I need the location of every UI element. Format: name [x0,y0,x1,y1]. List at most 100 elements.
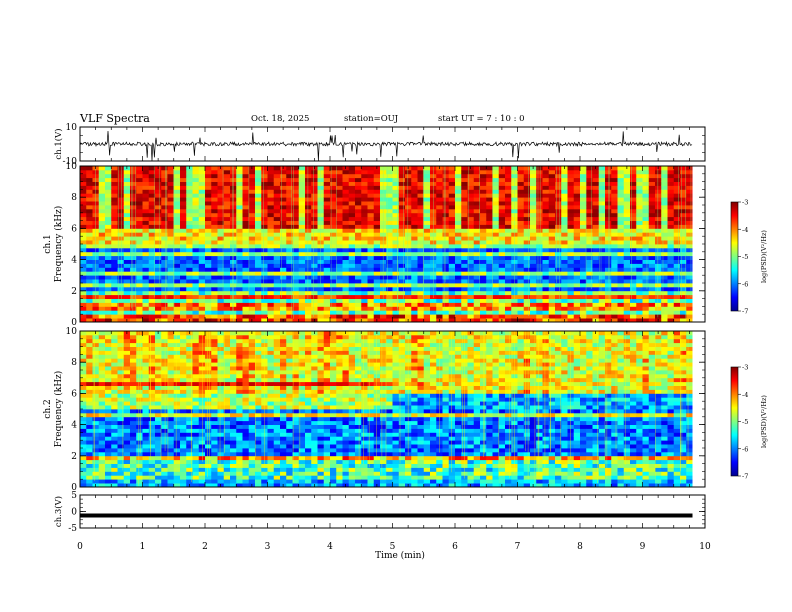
heatmap-cell [417,216,425,221]
heatmap-cell [180,181,187,186]
heatmap-cell [255,283,262,288]
heatmap-cell [523,173,531,179]
heatmap-cell [467,279,475,284]
heatmap-cell [523,169,531,175]
heatmap-cell [148,259,156,264]
heatmap-cell [392,216,400,221]
heatmap-cell [80,409,87,414]
heatmap-cell [86,228,93,233]
heatmap-cell [236,294,243,299]
heatmap-cell [455,244,462,249]
heatmap-cell [367,216,375,221]
heatmap-cell [80,302,87,307]
heatmap-cell [461,216,468,221]
heatmap-cell [136,279,143,284]
heatmap-cell [292,255,300,260]
heatmap-cell [561,177,568,182]
heatmap-cell [217,459,225,464]
heatmap-cell [305,201,312,206]
heatmap-cell [605,247,612,253]
heatmap-cell [155,247,162,253]
heatmap-cell [361,255,368,260]
heatmap-cell [330,169,337,175]
heatmap-cell [155,314,162,319]
heatmap-cell [136,298,143,303]
heatmap-cell [361,263,368,268]
heatmap-cell [105,416,112,422]
heatmap-cell [467,224,475,229]
heatmap-cell [392,314,400,319]
heatmap-cell [223,271,231,276]
heatmap-cell [648,286,656,292]
heatmap-cell [467,255,475,260]
heatmap-cell [455,251,462,257]
heatmap-cell [130,346,137,351]
heatmap-cell [223,451,231,457]
heatmap-cell [480,208,487,214]
heatmap-cell [686,185,693,190]
heatmap-cell [180,247,187,253]
heatmap-cell [480,271,487,276]
heatmap-cell [611,166,618,171]
heatmap-cell [98,455,106,461]
heatmap-cell [280,302,287,307]
heatmap-cell [98,362,106,367]
heatmap-cell [123,193,131,198]
heatmap-cell [461,232,468,237]
heatmap-cell [348,267,356,272]
heatmap-cell [311,263,318,268]
heatmap-cell [123,267,131,272]
heatmap-cell [186,334,193,340]
heatmap-cell [567,201,575,206]
heatmap-cell [517,255,525,260]
heatmap-cell [130,416,137,422]
heatmap-cell [111,393,118,398]
heatmap-cell [105,366,112,371]
heatmap-cell [342,228,350,233]
heatmap-cell [167,166,175,171]
heatmap-cell [98,185,106,190]
heatmap-cell [123,342,131,347]
heatmap-cell [255,275,262,280]
heatmap-cell [167,420,175,425]
heatmap-cell [436,263,443,268]
heatmap-cell [286,181,293,186]
heatmap-cell [117,216,125,221]
heatmap-cell [242,259,250,264]
heatmap-cell [230,370,237,375]
heatmap-cell [273,205,281,210]
heatmap-cell [317,290,325,296]
heatmap-cell [155,310,162,315]
heatmap-cell [98,432,106,437]
heatmap-cell [623,232,631,237]
heatmap-cell [398,247,406,253]
heatmap-cell [173,416,181,422]
heatmap-cell [648,275,656,280]
heatmap-cell [573,208,581,214]
heatmap-cell [223,377,231,383]
heatmap-cell [480,244,487,249]
heatmap-cell [92,370,100,375]
heatmap-cell [486,247,493,253]
heatmap-cell [198,463,206,468]
heatmap-cell [236,471,243,476]
heatmap-cell [142,173,150,179]
heatmap-cell [155,471,162,476]
heatmap-cell [348,208,356,214]
heatmap-cell [123,338,131,344]
heatmap-cell [286,177,293,182]
heatmap-cell [155,259,162,264]
heatmap-cell [411,283,418,288]
heatmap-cell [267,181,275,186]
heatmap-cell [373,205,381,210]
heatmap-cell [192,166,200,171]
heatmap-cell [167,405,175,410]
heatmap-cell [155,177,162,182]
heatmap-cell [136,366,143,371]
heatmap-cell [217,416,225,422]
heatmap-cell [155,432,162,437]
heatmap-cell [155,212,162,218]
heatmap-cell [467,240,475,245]
heatmap-cell [642,251,650,257]
heatmap-cell [630,189,637,194]
